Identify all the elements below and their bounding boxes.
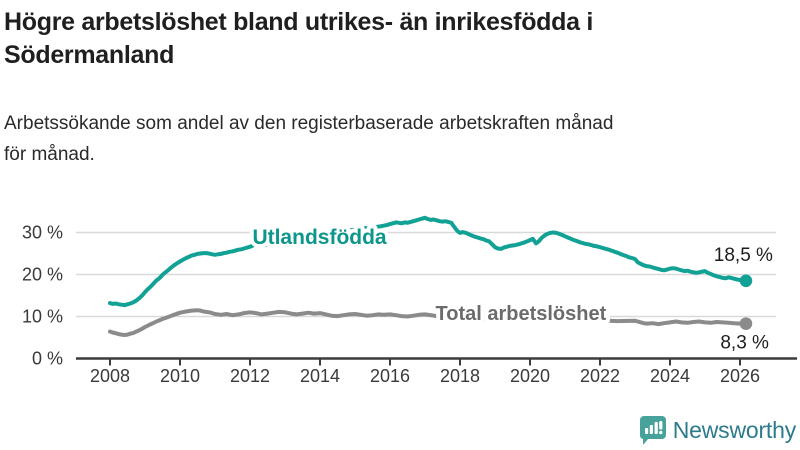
x-tick-label: 2026 (720, 366, 760, 386)
series-line-total-arbetsloshet (108, 308, 748, 337)
brand-footer[interactable]: Newsworthy (639, 415, 796, 446)
x-tick-label: 2008 (90, 366, 130, 386)
series-line-utlandsfodda (108, 215, 748, 308)
series-label-total-arbetsloshet: Total arbetslöshet (436, 303, 607, 325)
y-tick-label: 30 % (22, 223, 63, 243)
header: Högre arbetslöshet bland utrikes- än inr… (4, 6, 774, 170)
y-tick-label: 20 % (22, 265, 63, 285)
series-label-utlandsfodda: Utlandsfödda (252, 226, 386, 249)
x-tick-label: 2010 (160, 366, 200, 386)
x-tick-label: 2016 (370, 366, 410, 386)
line-chart: 0 % 10 % 20 % 30 % 2008 2010 2012 2014 2016 2018 2… (0, 190, 800, 402)
brand-name: Newsworthy (672, 417, 796, 443)
x-tick-label: 2014 (300, 366, 340, 386)
x-tick-label: 2022 (580, 366, 620, 386)
chart-canvas: 0 % 10 % 20 % 30 % 2008 2010 2012 2014 2016 2018 2… (22, 215, 797, 386)
x-tick-label: 2024 (650, 366, 690, 386)
page-subtitle: Arbetssökande som andel av den registerb… (4, 113, 614, 165)
series-end-dot-total-arbetsloshet (739, 317, 753, 330)
x-tick-label: 2018 (440, 366, 480, 386)
series-end-value-utlandsfodda: 18,5 % (714, 245, 773, 266)
x-tick-label: 2012 (230, 366, 270, 386)
page-title: Högre arbetslöshet bland utrikes- än inr… (4, 8, 593, 69)
x-tick-label: 2020 (510, 366, 550, 386)
series-end-dot-utlandsfodda (739, 274, 753, 288)
y-tick-label: 10 % (22, 307, 63, 327)
newsworthy-logo-icon (639, 416, 666, 445)
y-tick-label: 0 % (32, 349, 63, 369)
series-end-value-total-arbetsloshet: 8,3 % (720, 333, 769, 354)
